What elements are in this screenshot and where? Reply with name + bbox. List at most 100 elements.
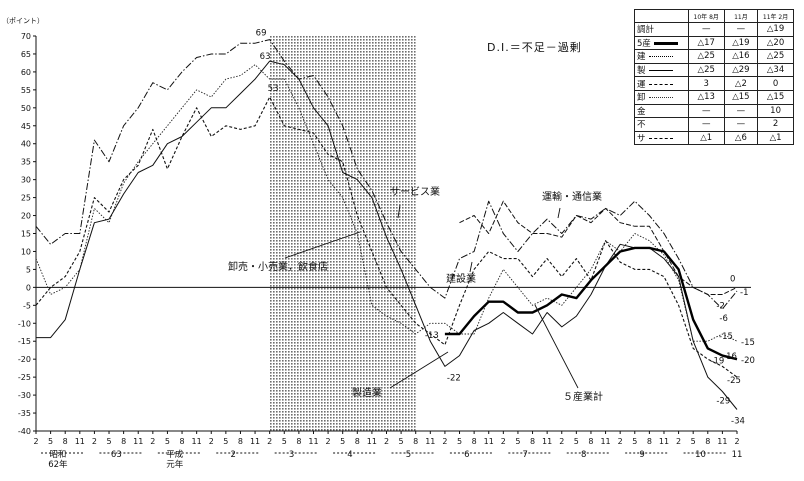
x-tick-label: 11 xyxy=(192,437,202,446)
legend-value: △20 xyxy=(757,35,794,51)
y-tick-label: 70 xyxy=(21,32,31,41)
y-tick-label: 25 xyxy=(21,194,31,203)
legend-value: △19 xyxy=(757,22,794,37)
legend-key: 建 xyxy=(634,49,689,64)
x-tick-label: 11 xyxy=(484,437,494,446)
year-label: 10 xyxy=(695,450,706,460)
data-label: 63 xyxy=(260,52,271,62)
data-label: -25 xyxy=(727,376,741,386)
legend-value: — xyxy=(687,103,725,119)
x-tick-label: 11 xyxy=(133,437,143,446)
legend-row: 製 △25 △29 △34 xyxy=(634,62,794,78)
legend-row: 卸 △13 △15 △15 xyxy=(634,89,794,105)
x-tick-label: 11 xyxy=(250,437,260,446)
legend-value: △17 xyxy=(687,35,725,51)
legend-key-label: 5産 xyxy=(637,38,651,49)
y-tick-label: -25 xyxy=(18,373,31,382)
y-tick-label: 45 xyxy=(21,122,31,131)
legend-table: 10年 8月 11月 11年 2月 調計 — — △19 5産 △17 △19 △20 建 △25 △16… xyxy=(634,9,794,146)
legend-value: — xyxy=(687,22,725,37)
x-tick-label: 11 xyxy=(600,437,610,446)
callout-leader xyxy=(284,231,361,259)
legend-header-cell xyxy=(634,9,689,23)
series-line xyxy=(444,246,738,361)
y-tick-label: -40 xyxy=(18,427,31,436)
x-tick-label: 11 xyxy=(659,437,669,446)
legend-key-label: 製 xyxy=(637,66,646,77)
data-label: -34 xyxy=(731,416,745,426)
legend-key-label: 調計 xyxy=(637,25,655,36)
year-label: 8 xyxy=(581,450,586,460)
series-line xyxy=(36,60,738,410)
x-tick-label: 8 xyxy=(588,437,593,446)
value-annotations: 69 63 53 -13 -22 0 -1 -2 -6 -15 -15 -16-19 -20-25 -29… xyxy=(256,29,755,427)
y-tick-label: 55 xyxy=(21,86,31,95)
legend-row: 運 3 △2 0 xyxy=(634,76,794,91)
x-tick-label: 2 xyxy=(384,437,389,446)
x-tick-label: 11 xyxy=(425,437,435,446)
x-tick-label: 11 xyxy=(717,437,727,446)
legend-row: サ △1 △6 △1 xyxy=(634,130,794,146)
series-line xyxy=(459,200,738,295)
x-tick-label: 5 xyxy=(282,437,287,446)
data-label: -13 xyxy=(425,331,439,341)
x-tick-label: 2 xyxy=(92,437,97,446)
x-tick-label: 11 xyxy=(308,437,318,446)
legend-row: 不 — —2 xyxy=(634,117,794,132)
x-tick-label: 5 xyxy=(399,437,404,446)
x-tick-label: 2 xyxy=(501,437,506,446)
legend-value: 3 xyxy=(687,76,725,91)
y-axis-unit: （ポイント） xyxy=(2,17,44,25)
legend-swatch xyxy=(648,83,673,85)
legend-value: △25 xyxy=(757,49,794,64)
y-tick-label: 0 xyxy=(26,283,31,292)
legend-value: △1 xyxy=(757,130,794,146)
legend-value: △1 xyxy=(687,130,725,146)
year-label: 9 xyxy=(639,450,644,460)
series-callout-label: サービス業 xyxy=(390,185,440,198)
year-label: 元年 xyxy=(166,459,184,470)
series-callout-label: ５産業計 xyxy=(563,390,603,403)
legend-key: サ xyxy=(634,130,689,146)
legend-key: 卸 xyxy=(634,89,689,105)
legend-key-label: 金 xyxy=(637,106,646,117)
x-tick-label: 2 xyxy=(442,437,447,446)
legend-value: △15 xyxy=(723,89,759,105)
legend-key: 金 xyxy=(634,103,689,119)
year-label: 昭和 xyxy=(49,450,66,460)
legend-row: 調計 — — △19 xyxy=(634,22,794,37)
y-tick-label: 5 xyxy=(26,265,31,274)
legend-swatch xyxy=(648,97,673,99)
y-tick-label: -5 xyxy=(23,301,31,310)
legend-header-cell: 10年 8月 xyxy=(687,9,725,23)
data-label: -22 xyxy=(447,373,461,383)
data-label: -19 xyxy=(710,357,724,367)
data-label: -16 xyxy=(723,352,737,362)
axes: 7065605550454035302520151050-5-10-15-20-… xyxy=(18,32,751,470)
legend-value: 2 xyxy=(757,117,794,132)
legend-key-label: 不 xyxy=(637,120,646,131)
callout-leader xyxy=(557,207,561,219)
data-label: 0 xyxy=(730,274,735,284)
callout-leader xyxy=(534,304,579,389)
x-tick-label: 8 xyxy=(647,437,652,446)
legend-value: △2 xyxy=(723,76,759,91)
legend-value: △15 xyxy=(757,89,794,105)
legend-value: △6 xyxy=(723,130,759,146)
year-label: 3 xyxy=(289,450,294,460)
year-label: 5 xyxy=(406,450,411,460)
legend-value: — xyxy=(723,22,759,37)
x-tick-label: 8 xyxy=(472,437,477,446)
y-tick-label: 65 xyxy=(21,50,31,59)
series-line xyxy=(35,39,738,310)
x-tick-label: 11 xyxy=(542,437,552,446)
x-tick-label: 5 xyxy=(340,437,345,446)
y-tick-label: 60 xyxy=(21,68,31,77)
data-label: 53 xyxy=(268,84,279,94)
x-tick-label: 2 xyxy=(559,437,564,446)
x-tick-label: 5 xyxy=(632,437,637,446)
callout-leader xyxy=(397,204,401,219)
y-tick-label: -10 xyxy=(18,319,31,328)
x-tick-label: 11 xyxy=(75,437,85,446)
y-tick-label: -20 xyxy=(18,355,31,364)
